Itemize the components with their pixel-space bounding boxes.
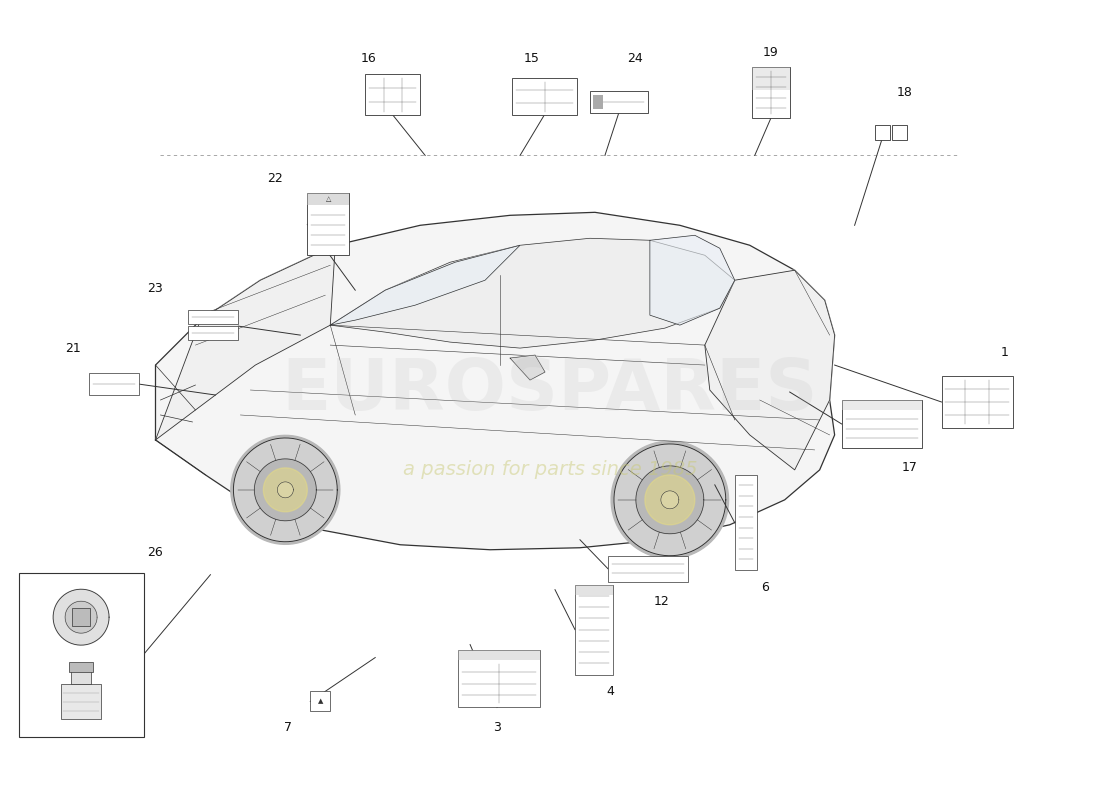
Polygon shape bbox=[233, 438, 338, 542]
Bar bbox=[575, 585, 613, 594]
Polygon shape bbox=[661, 491, 679, 509]
Bar bbox=[72, 670, 91, 684]
Bar bbox=[593, 94, 603, 109]
Text: ▲: ▲ bbox=[318, 698, 323, 705]
Bar bbox=[73, 608, 90, 626]
Text: EUROSPARES: EUROSPARES bbox=[282, 355, 818, 425]
Bar bbox=[512, 78, 578, 115]
Bar bbox=[19, 573, 143, 738]
Text: 17: 17 bbox=[902, 462, 917, 474]
Text: 3: 3 bbox=[493, 721, 500, 734]
Bar bbox=[735, 475, 757, 570]
Text: 19: 19 bbox=[762, 46, 779, 59]
Text: a passion for parts since 1985: a passion for parts since 1985 bbox=[403, 460, 697, 479]
Polygon shape bbox=[263, 468, 307, 512]
Bar bbox=[874, 126, 890, 141]
Text: 12: 12 bbox=[654, 595, 670, 608]
Bar bbox=[590, 90, 648, 113]
Bar bbox=[842, 400, 922, 448]
Polygon shape bbox=[53, 590, 109, 645]
Polygon shape bbox=[231, 435, 340, 544]
Bar bbox=[89, 373, 139, 395]
Bar bbox=[458, 650, 540, 659]
Polygon shape bbox=[645, 475, 695, 525]
Text: 18: 18 bbox=[896, 86, 913, 99]
Bar bbox=[751, 66, 790, 90]
Bar bbox=[892, 126, 906, 141]
Bar bbox=[575, 585, 613, 674]
Bar bbox=[62, 684, 101, 719]
Text: 22: 22 bbox=[267, 172, 283, 185]
Polygon shape bbox=[65, 602, 97, 633]
Bar bbox=[310, 691, 330, 711]
Text: 1: 1 bbox=[1001, 346, 1009, 358]
Polygon shape bbox=[510, 355, 544, 380]
Bar bbox=[942, 376, 1013, 428]
Polygon shape bbox=[636, 466, 704, 534]
Polygon shape bbox=[155, 246, 336, 440]
Polygon shape bbox=[612, 441, 728, 558]
Text: △: △ bbox=[326, 196, 331, 202]
Bar bbox=[307, 194, 350, 206]
Text: 26: 26 bbox=[147, 546, 164, 559]
Text: 23: 23 bbox=[147, 282, 164, 294]
Text: 15: 15 bbox=[524, 52, 540, 65]
Polygon shape bbox=[330, 238, 735, 348]
Polygon shape bbox=[614, 444, 726, 556]
Text: 4: 4 bbox=[606, 685, 614, 698]
Text: 16: 16 bbox=[361, 52, 376, 65]
Bar bbox=[842, 400, 922, 410]
Bar bbox=[188, 310, 239, 324]
Polygon shape bbox=[330, 246, 520, 325]
Bar bbox=[69, 662, 94, 672]
Bar bbox=[188, 326, 239, 340]
Polygon shape bbox=[650, 235, 735, 325]
Polygon shape bbox=[254, 459, 317, 521]
Text: 6: 6 bbox=[761, 581, 769, 594]
Text: 24: 24 bbox=[627, 52, 642, 65]
Text: 7: 7 bbox=[284, 721, 293, 734]
Text: 21: 21 bbox=[65, 342, 80, 354]
Bar bbox=[608, 556, 688, 582]
Polygon shape bbox=[705, 270, 835, 470]
Polygon shape bbox=[155, 212, 835, 550]
Bar bbox=[365, 74, 420, 115]
Bar bbox=[307, 194, 350, 255]
Bar bbox=[751, 66, 790, 118]
Bar bbox=[458, 650, 540, 707]
Polygon shape bbox=[277, 482, 294, 498]
